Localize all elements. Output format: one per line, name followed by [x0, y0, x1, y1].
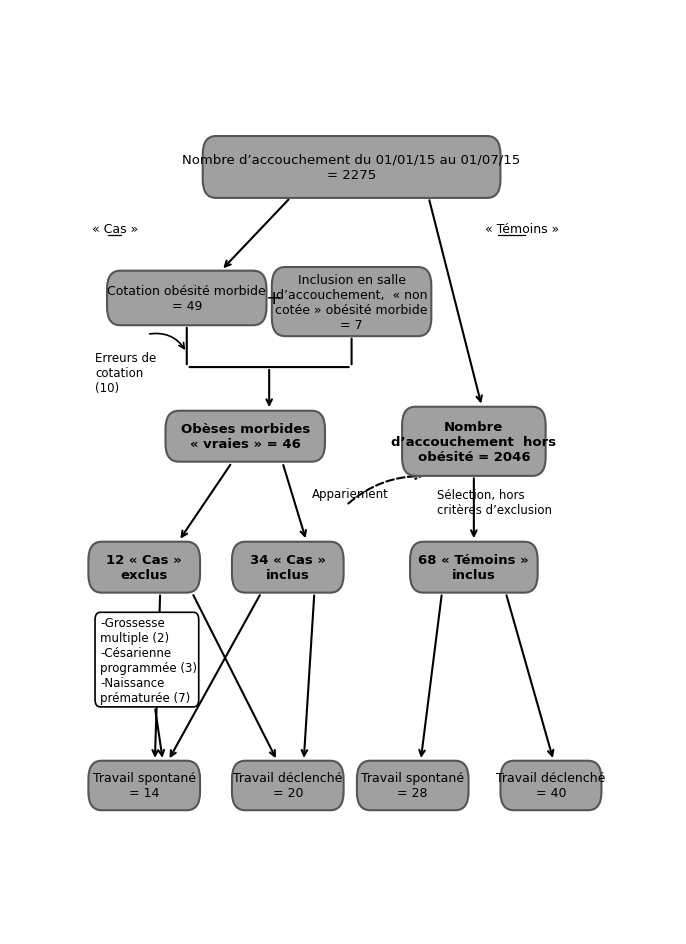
- Text: « Témoins »: « Témoins »: [484, 223, 559, 236]
- Text: Travail déclenché
= 40: Travail déclenché = 40: [496, 771, 606, 800]
- Text: 34 « Cas »
inclus: 34 « Cas » inclus: [250, 553, 326, 582]
- Text: +: +: [266, 289, 283, 308]
- Text: Erreurs de
cotation
(10): Erreurs de cotation (10): [95, 351, 156, 395]
- FancyBboxPatch shape: [232, 542, 344, 593]
- FancyBboxPatch shape: [410, 542, 538, 593]
- FancyBboxPatch shape: [88, 761, 200, 810]
- Text: Nombre d’accouchement du 01/01/15 au 01/07/15
= 2275: Nombre d’accouchement du 01/01/15 au 01/…: [182, 154, 521, 182]
- Text: -Grossesse
multiple (2)
-Césarienne
programmée (3)
-Naissance
prématurée (7): -Grossesse multiple (2) -Césarienne prog…: [100, 615, 198, 704]
- Text: 12 « Cas »
exclus: 12 « Cas » exclus: [106, 553, 182, 582]
- Text: Sélection, hors
critères d’exclusion: Sélection, hors critères d’exclusion: [436, 488, 552, 516]
- Text: Travail spontané
= 14: Travail spontané = 14: [93, 771, 196, 800]
- FancyBboxPatch shape: [165, 412, 325, 463]
- Text: Nombre
d’accouchement  hors
obésité = 2046: Nombre d’accouchement hors obésité = 204…: [391, 420, 556, 464]
- Text: 68 « Témoins »
inclus: 68 « Témoins » inclus: [418, 553, 529, 582]
- FancyBboxPatch shape: [272, 268, 431, 337]
- FancyBboxPatch shape: [95, 613, 199, 707]
- Text: Travail déclenché
= 20: Travail déclenché = 20: [233, 771, 342, 800]
- Text: Inclusion en salle
d’accouchement,  « non
cotée » obésité morbide
= 7: Inclusion en salle d’accouchement, « non…: [275, 274, 428, 331]
- FancyBboxPatch shape: [357, 761, 469, 810]
- Text: Cotation obésité morbide
= 49: Cotation obésité morbide = 49: [108, 285, 266, 312]
- FancyBboxPatch shape: [88, 542, 200, 593]
- FancyBboxPatch shape: [232, 761, 344, 810]
- Text: Travail spontané
= 28: Travail spontané = 28: [362, 771, 464, 800]
- FancyBboxPatch shape: [501, 761, 602, 810]
- Text: « Cas »: « Cas »: [92, 223, 138, 236]
- FancyBboxPatch shape: [202, 137, 501, 198]
- FancyBboxPatch shape: [402, 407, 545, 477]
- Text: Obèses morbides
« vraies » = 46: Obèses morbides « vraies » = 46: [180, 423, 310, 450]
- FancyBboxPatch shape: [107, 271, 266, 326]
- Text: Appariement: Appariement: [312, 488, 389, 500]
